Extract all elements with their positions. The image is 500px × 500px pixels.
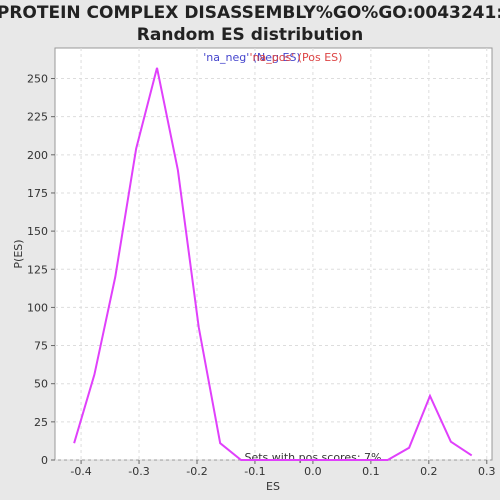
x-tick-label: 0.0: [304, 465, 322, 478]
legend-entry: 'na_neg' (Neg ES): [203, 51, 300, 64]
y-tick-label: 100: [27, 301, 48, 314]
x-tick-label: 0.1: [362, 465, 380, 478]
x-tick-label: -0.1: [244, 465, 265, 478]
x-tick-label: 0.3: [478, 465, 496, 478]
x-tick-label: -0.2: [186, 465, 207, 478]
y-axis-label: P(ES): [12, 239, 25, 268]
x-tick-label: 0.2: [420, 465, 438, 478]
plot-area: [54, 47, 493, 461]
x-tick-label: -0.4: [70, 465, 91, 478]
y-tick-label: 150: [27, 225, 48, 238]
chart-title: Random ES distribution: [137, 25, 363, 45]
chart-title: PROTEIN COMPLEX DISASSEMBLY%GO%GO:004324…: [0, 3, 500, 23]
legend-entry: 'na_pos' (Pos ES): [250, 51, 343, 64]
y-tick-label: 250: [27, 73, 48, 86]
y-tick-label: 50: [34, 378, 48, 391]
line: [73, 67, 473, 461]
y-tick-label: 0: [41, 454, 48, 467]
y-tick-label: 200: [27, 149, 48, 162]
x-axis-label: ES: [266, 480, 280, 493]
x-tick-label: -0.3: [128, 465, 149, 478]
y-tick-label: 25: [34, 416, 48, 429]
y-tick-label: 175: [27, 187, 48, 200]
y-tick-label: 225: [27, 111, 48, 124]
y-tick-label: 75: [34, 340, 48, 353]
y-tick-label: 125: [27, 263, 48, 276]
